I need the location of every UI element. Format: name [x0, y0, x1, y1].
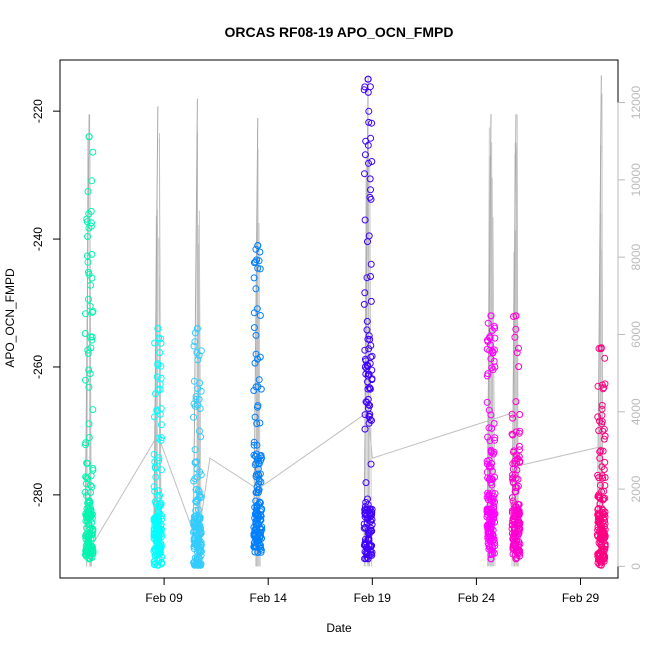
y-axis: -220 -240 -260 -280: [31, 99, 60, 507]
series-RF08: [82, 134, 96, 562]
data-point: [366, 108, 372, 114]
x-tick-label: Feb 14: [250, 591, 288, 605]
series-RF14: [509, 313, 523, 562]
y2-tick-label: 10000: [629, 163, 643, 197]
y2-tick-label: 4000: [629, 398, 643, 425]
y-tick-label: -220: [31, 99, 45, 123]
x-tick-label: Feb 24: [458, 591, 496, 605]
y2-tick-label: 2000: [629, 475, 643, 502]
y2-tick-label: 12000: [629, 86, 643, 120]
altitude-trace: [85, 75, 603, 566]
y-tick-label: -240: [31, 227, 45, 251]
y-tick-label: -280: [31, 483, 45, 507]
x-tick-label: Feb 29: [562, 591, 600, 605]
y-axis-label: APO_OCN_FMPD: [3, 268, 17, 368]
x-axis: Feb 09 Feb 14 Feb 19 Feb 24 Feb 29: [145, 578, 599, 605]
data-point: [596, 475, 602, 481]
chart-title: ORCAS RF08-19 APO_OCN_FMPD: [225, 24, 454, 40]
series-RF13: [484, 313, 498, 562]
data-point: [191, 414, 197, 420]
data-point: [90, 149, 96, 155]
data-point: [362, 171, 368, 177]
x-axis-label: Date: [326, 621, 352, 635]
y2-tick-label: 0: [629, 563, 643, 570]
data-point: [191, 378, 197, 384]
plot-frame: [60, 60, 618, 578]
altitude-ground-path: [93, 412, 601, 543]
data-point: [362, 347, 368, 353]
secondary-y-axis: 0 2000 4000 6000 8000 10000 12000: [618, 86, 643, 570]
y2-tick-label: 8000: [629, 243, 643, 270]
x-tick-label: Feb 09: [145, 591, 183, 605]
x-tick-label: Feb 19: [354, 591, 392, 605]
y2-tick-label: 6000: [629, 321, 643, 348]
y-tick-label: -260: [31, 355, 45, 379]
